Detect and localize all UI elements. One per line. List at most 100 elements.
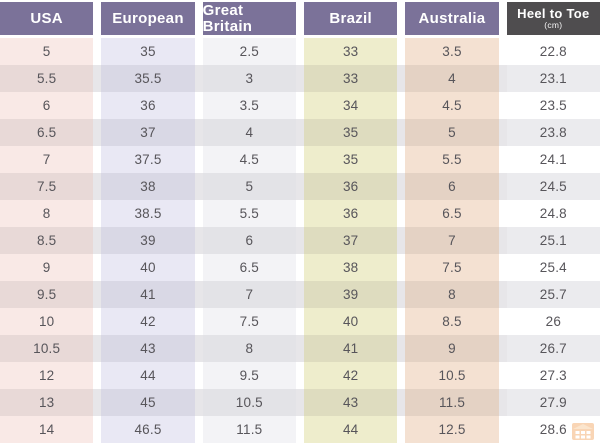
table-cell: 40: [304, 308, 398, 335]
table-cell: 36: [304, 173, 398, 200]
table-cell: 25.1: [506, 227, 600, 254]
table-cell: 42: [304, 362, 398, 389]
table-cell: 35.5: [101, 65, 195, 92]
table-row: 7 37.5 4.5 35 5.5 24.1: [0, 146, 600, 173]
table-cell: 10: [0, 308, 94, 335]
table-cell: 5.5: [202, 200, 296, 227]
table-cell: 38.5: [101, 200, 195, 227]
table-cell: 5: [202, 173, 296, 200]
table-cell: 5.5: [405, 146, 499, 173]
table-cell: 9: [0, 254, 94, 281]
table-cell: 22.8: [506, 38, 600, 65]
table-cell: 9.5: [0, 281, 94, 308]
table-row: 5.5 35.5 3 33 4 23.1: [0, 65, 600, 92]
table-cell: 36: [101, 92, 195, 119]
table-cell: 39: [101, 227, 195, 254]
column-header-australia: Australia: [405, 2, 499, 35]
table-cell: 26: [506, 308, 600, 335]
table-cell: 11.5: [202, 416, 296, 443]
table-row: 12 44 9.5 42 10.5 27.3: [0, 362, 600, 389]
table-cell: 36: [304, 200, 398, 227]
table-cell: 25.4: [506, 254, 600, 281]
table-cell: 24.1: [506, 146, 600, 173]
table-cell: 9: [405, 335, 499, 362]
table-row: 10.5 43 8 41 9 26.7: [0, 335, 600, 362]
table-row: 8 38.5 5.5 36 6.5 24.8: [0, 200, 600, 227]
table-row: 8.5 39 6 37 7 25.1: [0, 227, 600, 254]
table-row: 14 46.5 11.5 44 12.5 28.6: [0, 416, 600, 443]
table-cell: 14: [0, 416, 94, 443]
table-row: 6.5 37 4 35 5 23.8: [0, 119, 600, 146]
table-cell: 25.7: [506, 281, 600, 308]
table-row: 9.5 41 7 39 8 25.7: [0, 281, 600, 308]
table-cell: 7: [405, 227, 499, 254]
column-header-label: Brazil: [329, 9, 372, 27]
table-row: 9 40 6.5 38 7.5 25.4: [0, 254, 600, 281]
table-cell: 7.5: [405, 254, 499, 281]
table-cell: 7: [0, 146, 94, 173]
table-cell: 24.5: [506, 173, 600, 200]
column-header-usa: USA: [0, 2, 94, 35]
table-cell: 38: [101, 173, 195, 200]
table-cell: 23.5: [506, 92, 600, 119]
table-cell: 4: [405, 65, 499, 92]
table-cell: 13: [0, 389, 94, 416]
table-cell: 33: [304, 38, 398, 65]
table-cell: 34: [304, 92, 398, 119]
table-cell: 28.6: [506, 416, 600, 443]
column-header-brazil: Brazil: [304, 2, 398, 35]
table-cell: 6: [405, 173, 499, 200]
table-cell: 7.5: [0, 173, 94, 200]
table-cell: 7.5: [202, 308, 296, 335]
table-cell: 10.5: [405, 362, 499, 389]
table-cell: 9.5: [202, 362, 296, 389]
column-header-heel-to-toe: Heel to Toe (cm): [506, 2, 600, 35]
table-cell: 38: [304, 254, 398, 281]
table-cell: 8.5: [405, 308, 499, 335]
table-cell: 33: [304, 65, 398, 92]
table-cell: 8.5: [0, 227, 94, 254]
table-cell: 43: [304, 389, 398, 416]
column-header-european: European: [101, 2, 195, 35]
column-header-label: Heel to Toe: [517, 5, 590, 21]
table-cell: 44: [101, 362, 195, 389]
table-header-row: USA European Great Britain Brazil Austra…: [0, 2, 600, 35]
table-row: 7.5 38 5 36 6 24.5: [0, 173, 600, 200]
table-row: 5 35 2.5 33 3.5 22.8: [0, 38, 600, 65]
table-cell: 6.5: [0, 119, 94, 146]
table-cell: 39: [304, 281, 398, 308]
table-cell: 42: [101, 308, 195, 335]
table-cell: 6: [0, 92, 94, 119]
table-row: 13 45 10.5 43 11.5 27.9: [0, 389, 600, 416]
table-cell: 4.5: [202, 146, 296, 173]
table-cell: 37.5: [101, 146, 195, 173]
table-cell: 43: [101, 335, 195, 362]
table-cell: 23.1: [506, 65, 600, 92]
table-row: 6 36 3.5 34 4.5 23.5: [0, 92, 600, 119]
table-cell: 37: [101, 119, 195, 146]
table-cell: 11.5: [405, 389, 499, 416]
table-cell: 41: [101, 281, 195, 308]
table-cell: 12.5: [405, 416, 499, 443]
table-cell: 6.5: [405, 200, 499, 227]
table-cell: 12: [0, 362, 94, 389]
table-cell: 46.5: [101, 416, 195, 443]
table-cell: 5: [405, 119, 499, 146]
column-header-label: USA: [30, 9, 63, 27]
column-header-label: Great Britain: [202, 1, 253, 35]
column-header-great-britain: Great Britain: [202, 1, 296, 35]
table-body: 5 35 2.5 33 3.5 22.8 5.5 35.5 3 33 4 23.1 6 36 3.5 34 4.…: [0, 38, 600, 443]
table-cell: 5: [0, 38, 94, 65]
table-cell: 3.5: [405, 38, 499, 65]
column-header-label: European: [112, 9, 184, 27]
table-cell: 40: [101, 254, 195, 281]
table-cell: 4.5: [405, 92, 499, 119]
logo-watermark: [572, 423, 594, 440]
column-header-label: Australia: [418, 9, 486, 27]
table-cell: 3.5: [202, 92, 296, 119]
table-cell: 8: [405, 281, 499, 308]
column-header-unit-label: (cm): [544, 20, 563, 31]
table-cell: 4: [202, 119, 296, 146]
table-cell: 2.5: [202, 38, 296, 65]
